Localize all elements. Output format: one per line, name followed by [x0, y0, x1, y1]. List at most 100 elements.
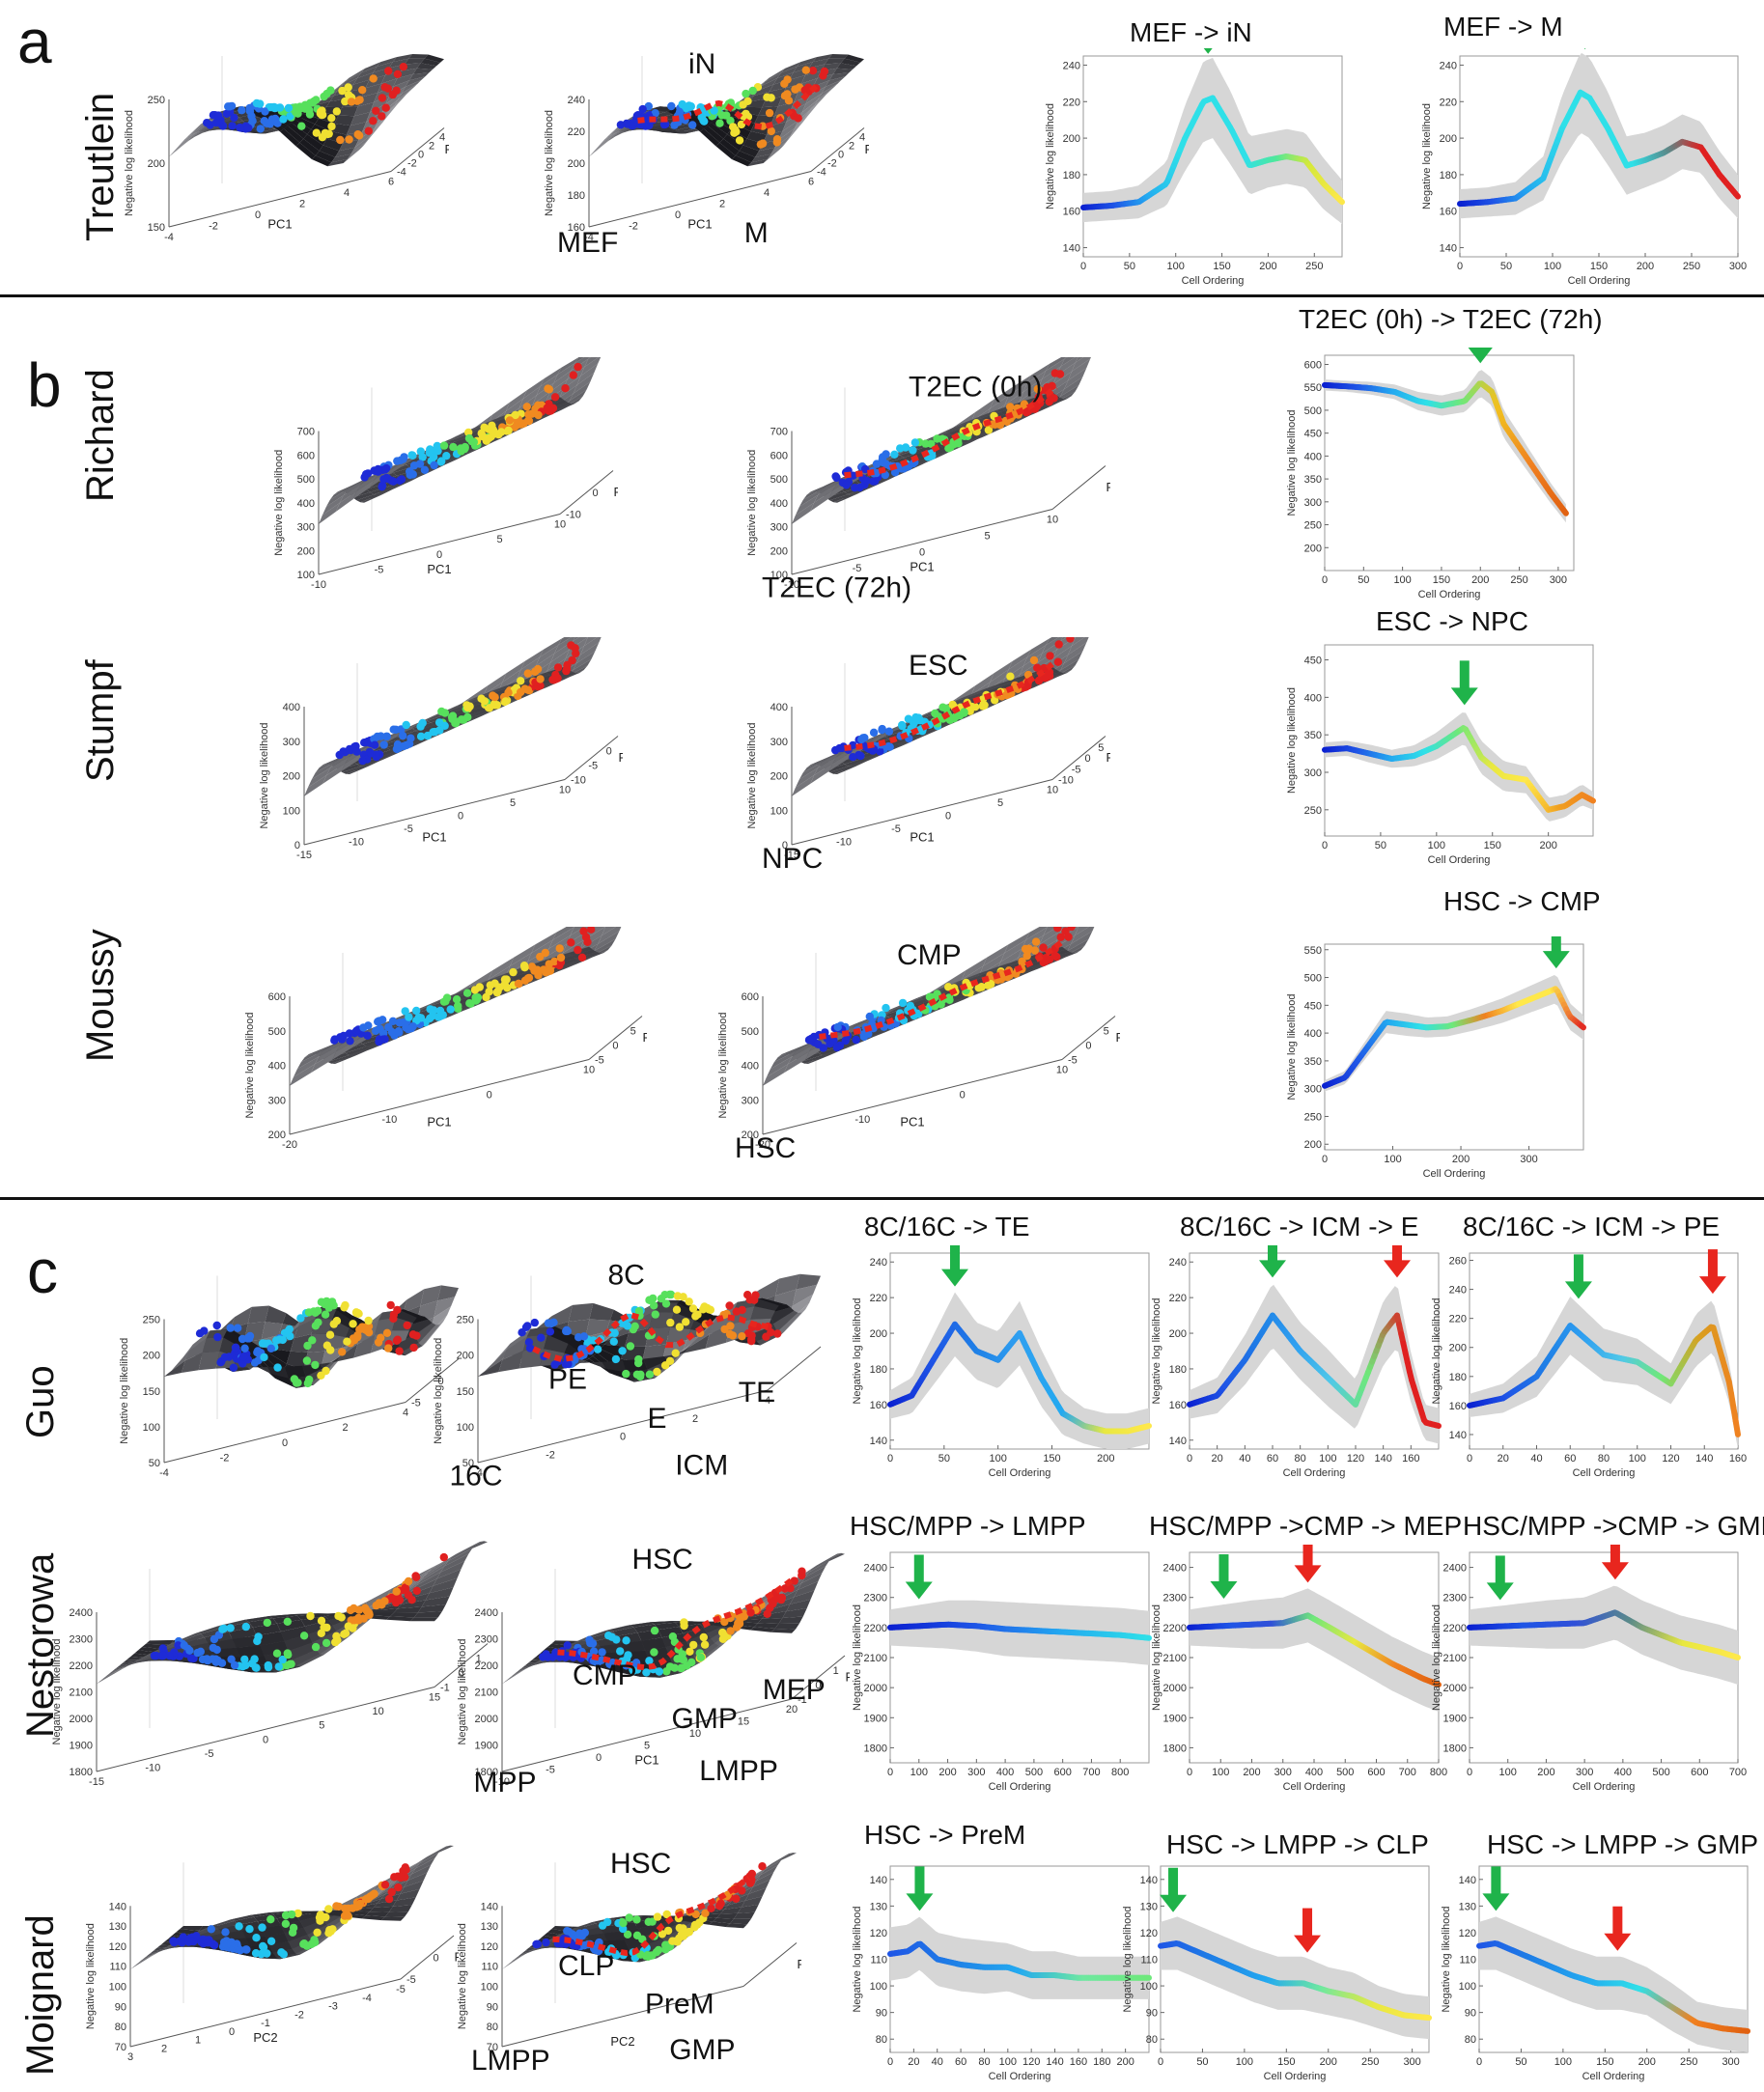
x-tick-label: 2: [342, 1422, 348, 1434]
surface-patch: [286, 1351, 308, 1370]
y-axis-line: [400, 1935, 455, 1980]
cell-point: [401, 1863, 409, 1872]
cell-point: [389, 725, 398, 734]
cell-point: [489, 425, 497, 433]
cell-point: [473, 993, 483, 1002]
x-tick-label: 0: [487, 1089, 492, 1101]
cell-point: [465, 999, 474, 1008]
surface-patch: [750, 1306, 775, 1320]
x-tick-label: 10: [583, 1065, 595, 1076]
cell-point: [320, 1623, 328, 1632]
surface-patch: [419, 1849, 443, 1864]
cell-point: [399, 731, 407, 740]
cell-point: [629, 1325, 637, 1334]
z-tick-label: 200: [268, 1130, 286, 1141]
cell-point: [671, 1349, 680, 1357]
cell-point: [665, 1356, 675, 1365]
surface-patch: [810, 490, 833, 512]
cell-point: [884, 727, 894, 736]
cell-point: [279, 115, 288, 124]
cell-point: [546, 966, 555, 975]
surface-patch: [554, 637, 575, 654]
cell-point: [1050, 369, 1059, 377]
surface-patch: [615, 1670, 640, 1677]
cell-point: [392, 1336, 402, 1345]
surface-patch: [569, 381, 591, 402]
x-axis-label: PC1: [910, 559, 934, 573]
line-title-mef-m: MEF -> M: [1443, 12, 1563, 42]
surface-patch: [792, 502, 815, 524]
cell-point: [399, 63, 407, 71]
surface-patch: [252, 1623, 281, 1636]
surface-patch: [228, 1627, 257, 1639]
surface-patch: [734, 1911, 755, 1919]
z-tick-label: 300: [742, 1095, 759, 1106]
cell-point: [150, 1651, 159, 1660]
surface-patch: [580, 637, 602, 655]
x-tick-label: 50: [1124, 261, 1135, 272]
cell-point: [743, 1329, 753, 1338]
cell-point: [501, 697, 510, 706]
z-tick-label: 2100: [475, 1688, 498, 1699]
y-tick-label: 200: [1063, 133, 1080, 145]
x-axis-line: [501, 1698, 793, 1772]
surface-patch: [760, 1859, 782, 1876]
cell-point: [457, 444, 465, 453]
surface-patch: [828, 72, 850, 81]
cell-point: [452, 995, 462, 1004]
cell-point: [251, 1949, 261, 1958]
cell-point: [517, 677, 525, 685]
surface-patch: [1072, 637, 1085, 647]
cell-point: [221, 1928, 230, 1937]
cell-point: [397, 475, 406, 484]
cell-point: [480, 423, 489, 432]
cell-point: [287, 1910, 296, 1919]
y-tick-label: -1: [798, 1694, 807, 1706]
surface-patch: [735, 151, 756, 163]
surface-patch: [223, 1329, 245, 1348]
surface-patch: [765, 68, 785, 82]
cell-point: [667, 101, 676, 111]
cell-point: [316, 1911, 325, 1919]
cell-point: [780, 79, 789, 88]
cell-point: [658, 1930, 667, 1939]
cell-point: [663, 1926, 673, 1936]
x-tick-label: -4: [473, 1467, 483, 1479]
z-tick-label: 200: [457, 1351, 474, 1362]
z-tick-label: 100: [770, 805, 788, 817]
surface-patch: [373, 62, 393, 73]
surface-patch: [392, 1897, 416, 1907]
x-axis-label: Cell Ordering: [1568, 275, 1631, 287]
cell-point: [927, 439, 936, 448]
cell-point: [442, 452, 451, 460]
trajectory-path: [552, 1875, 751, 1957]
cell-point: [619, 1924, 628, 1934]
surface-patch: [986, 669, 1009, 691]
x-tick-label: 4: [344, 187, 350, 199]
surface-patch: [150, 1943, 173, 1958]
cell-point: [203, 119, 211, 127]
panel-letter-a: a: [17, 7, 52, 76]
surface-patch: [1056, 658, 1079, 676]
surface-patch: [444, 1548, 473, 1567]
cell-point: [767, 126, 775, 136]
cell-point: [382, 1328, 392, 1337]
surface-patch: [754, 1298, 779, 1311]
cell-point: [587, 927, 596, 934]
surface-patch: [406, 76, 426, 87]
cell-point: [804, 1036, 814, 1045]
cell-point: [238, 1334, 247, 1344]
cell-point: [556, 953, 566, 962]
surface-patch: [739, 145, 760, 157]
cell-point: [524, 416, 534, 426]
surface-patch: [315, 151, 336, 163]
surface-patch: [544, 1334, 569, 1353]
cell-point: [374, 467, 382, 476]
cell-point: [683, 1661, 691, 1670]
surface-patch: [826, 491, 849, 501]
z-tick-label: 700: [770, 427, 788, 438]
cell-point: [364, 126, 373, 135]
surface-patch: [1000, 939, 1026, 962]
cell-point: [904, 714, 913, 723]
